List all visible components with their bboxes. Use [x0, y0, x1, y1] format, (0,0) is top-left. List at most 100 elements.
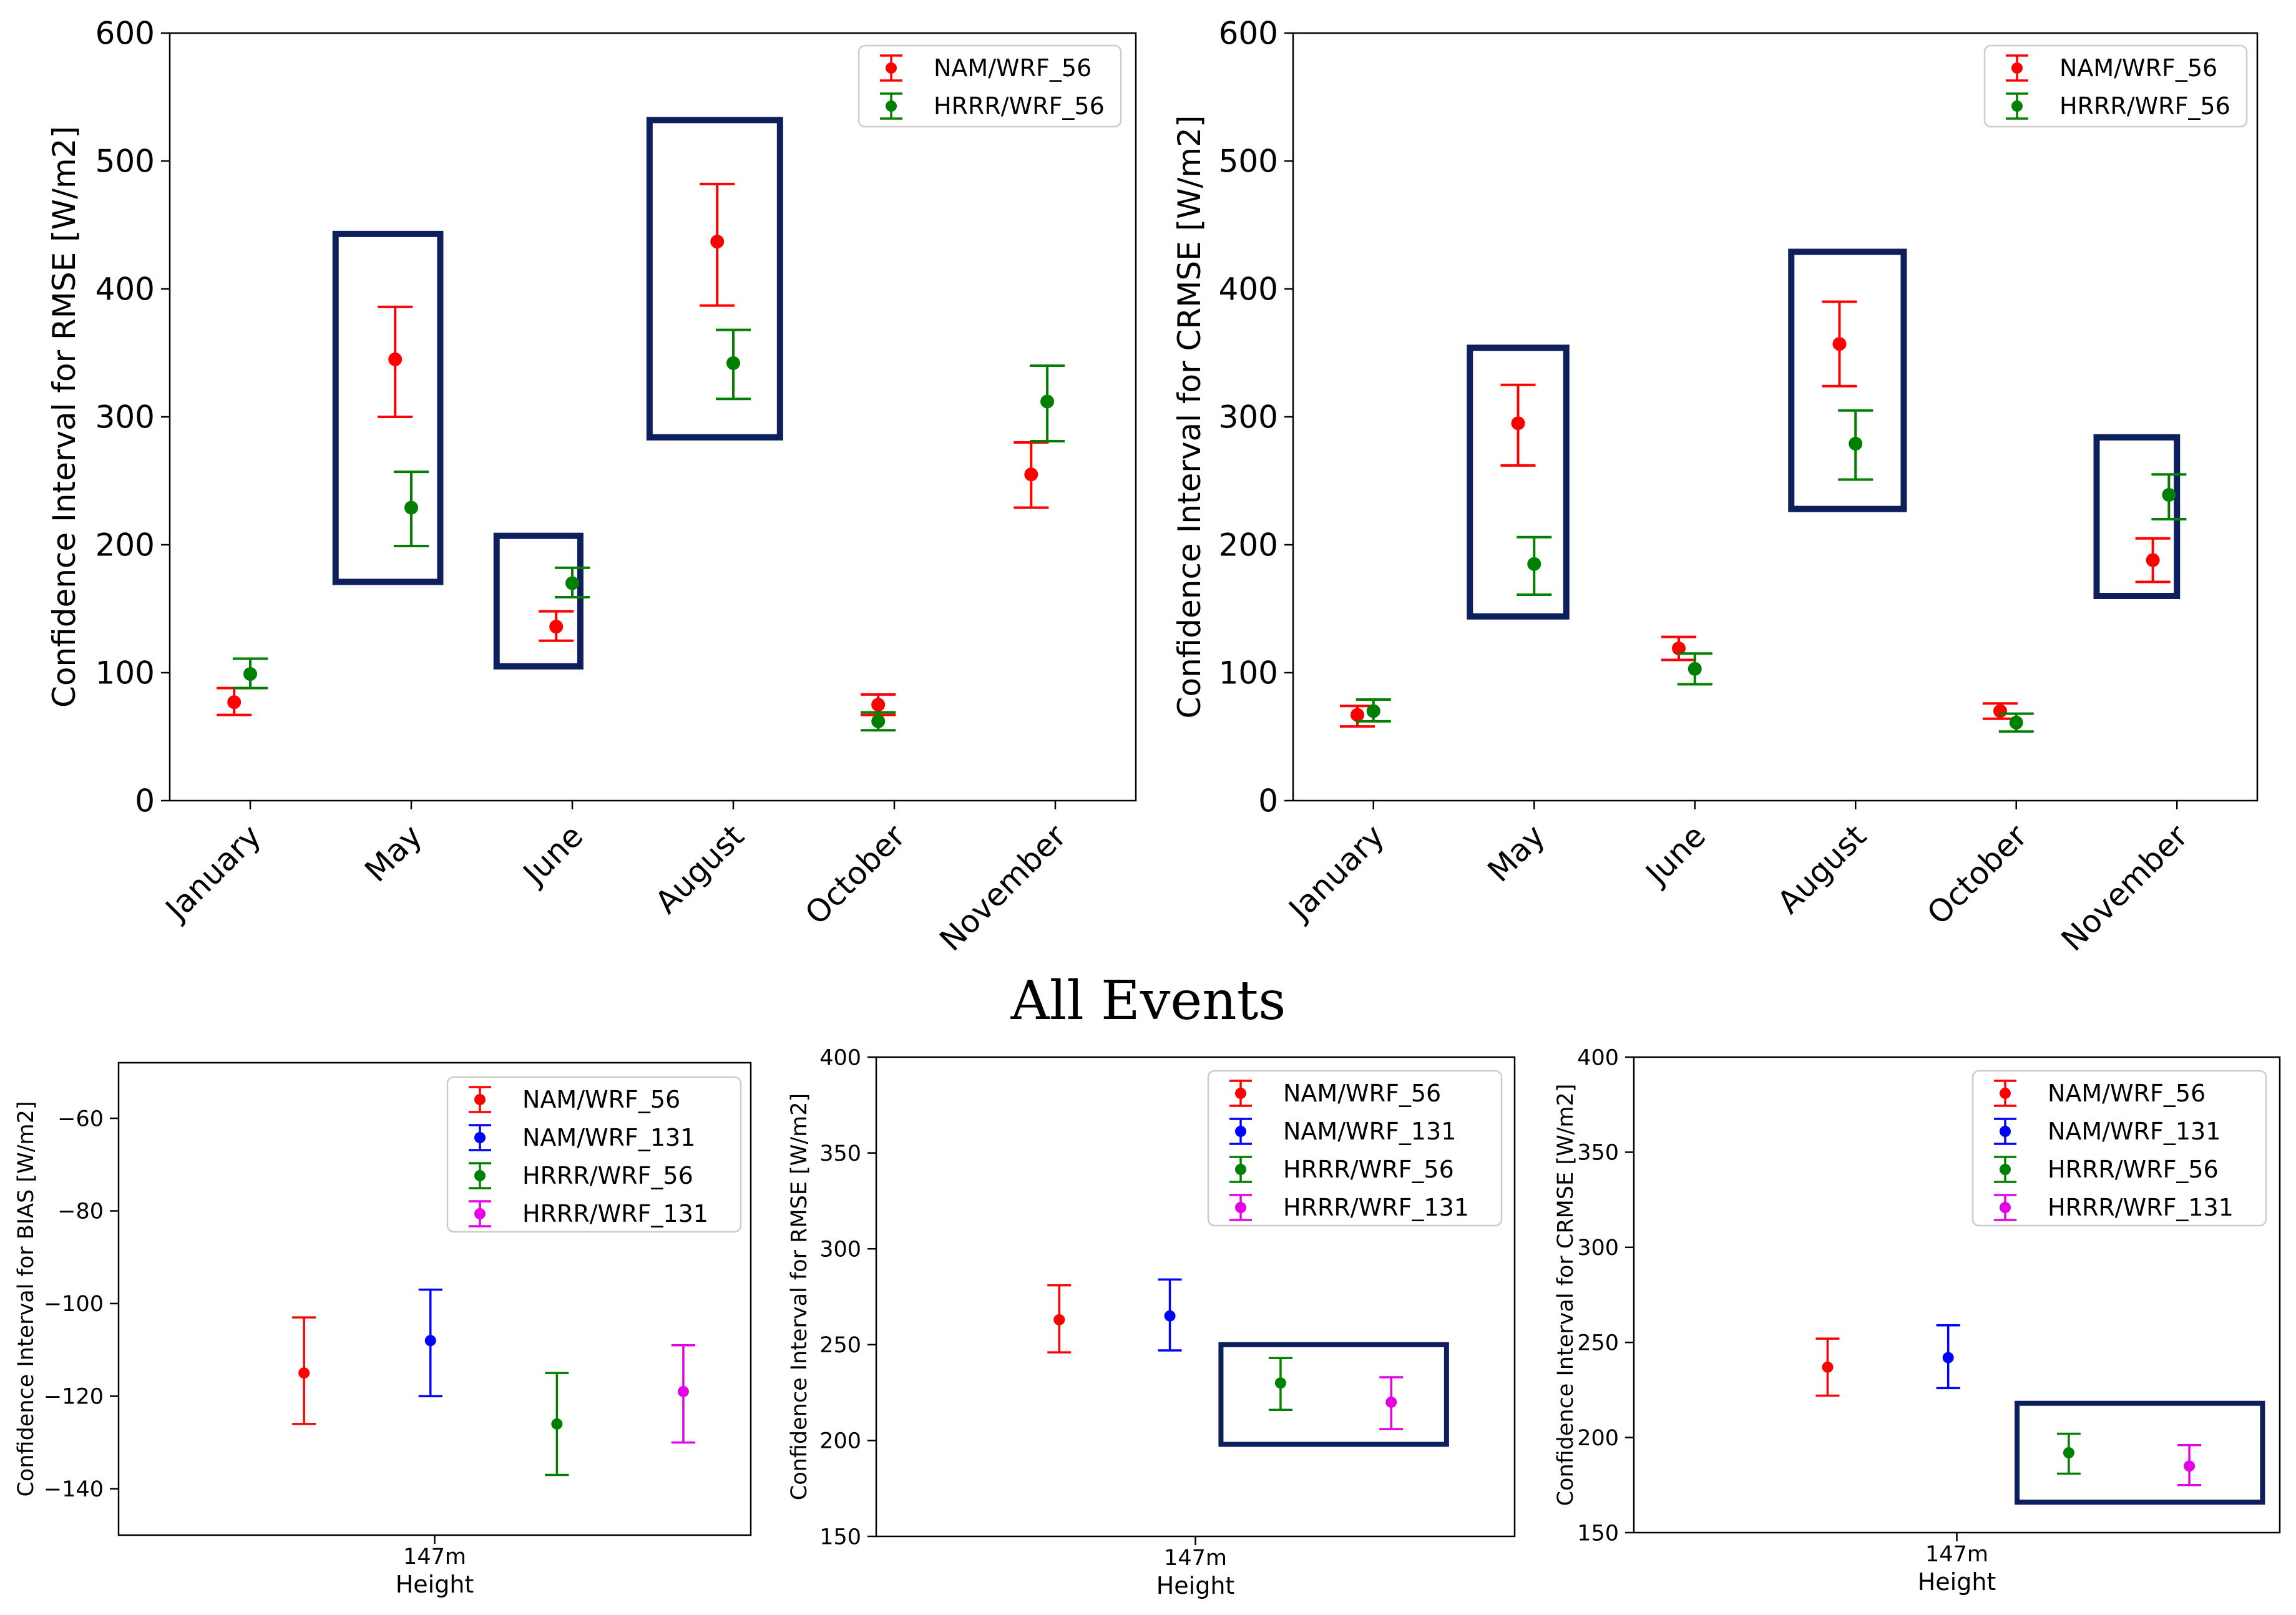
legend-item-nam-wrf-131: NAM/WRF_131 [1229, 1118, 1456, 1145]
errorbar-hrrr-wrf-56-january [233, 657, 268, 690]
y-tick-label: −100 [44, 1292, 104, 1317]
legend-label: HRRR/WRF_56 [2048, 1156, 2219, 1183]
legend-label: HRRR/WRF_56 [2059, 92, 2230, 120]
legend-item-nam-wrf-131: NAM/WRF_131 [469, 1124, 695, 1151]
errorbar-nam-wrf-56-august [1822, 300, 1857, 388]
legend-item-hrrr-wrf-56: HRRR/WRF_56 [1994, 1156, 2219, 1183]
highlight-box-2 [493, 532, 584, 670]
errorbar-hrrr-wrf-131-147m [2177, 1444, 2202, 1486]
legend-marker-dot [886, 62, 897, 74]
legend-item-hrrr-wrf-131: HRRR/WRF_131 [469, 1200, 708, 1227]
legend-label: NAM/WRF_131 [522, 1124, 695, 1151]
y-tick-label: 300 [1577, 1236, 1619, 1261]
legend-item-nam-wrf-56: NAM/WRF_56 [1994, 1080, 2206, 1107]
legend-item-hrrr-wrf-56: HRRR/WRF_56 [1229, 1156, 1454, 1183]
data-point [1822, 1361, 1834, 1373]
y-tick-label: 500 [1219, 144, 1278, 180]
y-axis-label: Confidence Interval for BIAS [W/m2] [14, 1101, 39, 1496]
y-tick-label: 250 [819, 1333, 861, 1358]
y-tick-label: 400 [95, 271, 155, 308]
highlight-box-1 [2015, 1400, 2265, 1505]
legend-label: NAM/WRF_131 [2048, 1118, 2220, 1145]
errorbar-hrrr-wrf-56-november [2151, 473, 2187, 520]
data-point [1942, 1352, 1954, 1364]
legend: NAM/WRF_56 NAM/WRF_131 HRRR/WRF_56 HRRR/WRF… [446, 1076, 742, 1233]
legend-item-hrrr-wrf-131: HRRR/WRF_131 [1229, 1194, 1469, 1221]
errorbar-nam-wrf-56-october [861, 693, 896, 716]
legend-marker-dot [886, 100, 897, 112]
legend-label: HRRR/WRF_131 [1283, 1194, 1469, 1221]
y-tick-label: 400 [1577, 1045, 1619, 1070]
errorbar-nam-wrf-131-147m [1936, 1324, 1960, 1390]
legend-label: HRRR/WRF_56 [1283, 1156, 1454, 1183]
y-tick-label: 150 [1577, 1521, 1619, 1546]
legend-frame [1983, 44, 2248, 128]
series-nam-wrf-131 [418, 1288, 442, 1398]
errorbar-hrrr-wrf-56-147m [545, 1372, 569, 1476]
series-hrrr-wrf-56 [233, 328, 1065, 732]
legend-label: NAM/WRF_56 [1283, 1080, 1441, 1107]
errorbar-nam-wrf-56-147m [292, 1316, 316, 1425]
legend: NAM/WRF_56 NAM/WRF_131 HRRR/WRF_56 HRRR/WRF… [1207, 1070, 1503, 1227]
data-point [1832, 337, 1847, 351]
errorbar-nam-wrf-56-147m [1047, 1284, 1072, 1354]
highlight-box-1 [332, 230, 444, 585]
errorbar-nam-wrf-56-june [539, 610, 574, 642]
data-point [243, 667, 257, 681]
legend-item-hrrr-wrf-56: HRRR/WRF_56 [469, 1162, 693, 1189]
series-hrrr-wrf-131 [671, 1344, 695, 1444]
data-point [1351, 708, 1364, 722]
legend-item-nam-wrf-131: NAM/WRF_131 [1994, 1118, 2220, 1145]
highlight-box-2 [1788, 248, 1907, 512]
data-point [551, 1418, 563, 1430]
legend-marker-dot [1235, 1202, 1246, 1213]
figure-title: All Events [1010, 970, 1286, 1032]
y-tick-label: 100 [1219, 655, 1278, 691]
legend-item-nam-wrf-56: NAM/WRF_56 [880, 54, 1092, 82]
legend-label: NAM/WRF_56 [934, 54, 1092, 82]
chart-bottom-left-bias-height: −140 −120 −100 −80 −60 147m Confidence Interva… [14, 1061, 752, 1598]
series-hrrr-wrf-56 [545, 1372, 569, 1476]
series-hrrr-wrf-56 [1268, 1357, 1292, 1411]
data-point [2063, 1447, 2074, 1458]
data-point [388, 352, 403, 366]
legend-item-nam-wrf-56: NAM/WRF_56 [1229, 1080, 1441, 1107]
series-nam-wrf-131 [1158, 1278, 1182, 1352]
data-point [1672, 642, 1686, 656]
errorbar-nam-wrf-56-147m [1815, 1337, 1840, 1397]
y-tick-label: 100 [95, 655, 155, 691]
chart-bottom-right-crmse-height: 150 200 250 300 350 400 147m Confidence Interva… [1553, 1045, 2281, 1596]
data-point [1385, 1396, 1397, 1408]
errorbar-hrrr-wrf-131-147m [671, 1344, 695, 1444]
data-point [227, 695, 242, 710]
series-hrrr-wrf-131 [1379, 1376, 1404, 1430]
series-nam-wrf-131 [1936, 1324, 1960, 1390]
y-axis-label: Confidence Interval for RMSE [W/m2] [46, 126, 82, 708]
x-axis-label: Height [1156, 1572, 1235, 1599]
y-tick-label: −80 [57, 1199, 104, 1224]
legend-marker-dot [1235, 1088, 1246, 1099]
legend-label: HRRR/WRF_131 [2048, 1194, 2234, 1221]
y-tick-label: 200 [1577, 1426, 1619, 1451]
legend-label: NAM/WRF_56 [522, 1086, 680, 1113]
errorbar-nam-wrf-131-147m [418, 1288, 442, 1398]
data-point [1053, 1314, 1065, 1325]
data-point [2009, 715, 2023, 729]
legend-marker-dot [474, 1094, 486, 1105]
y-tick-label: 150 [819, 1525, 861, 1549]
errorbar-nam-wrf-131-147m [1158, 1278, 1182, 1352]
y-tick-label: 500 [95, 144, 155, 180]
y-tick-label: 600 [1219, 16, 1278, 52]
legend-marker-dot [2000, 1202, 2011, 1213]
chart-bottom-middle-rmse-height: 150 200 250 300 350 400 147m Confidence Interva… [787, 1045, 1516, 1599]
legend-item-nam-wrf-56: NAM/WRF_56 [469, 1086, 680, 1113]
legend: NAM/WRF_56 HRRR/WRF_56 [857, 44, 1122, 128]
y-axis-label: Confidence Interval for CRMSE [W/m2] [1553, 1084, 1578, 1506]
data-point [1040, 394, 1055, 409]
legend-frame [446, 1076, 742, 1233]
series-nam-wrf-56 [1047, 1284, 1072, 1354]
errorbar-nam-wrf-56-may [378, 305, 413, 418]
y-axis-label: Confidence Interval for CRMSE [W/m2] [1171, 115, 1208, 719]
x-tick-label-147m: 147m [1925, 1542, 1988, 1567]
